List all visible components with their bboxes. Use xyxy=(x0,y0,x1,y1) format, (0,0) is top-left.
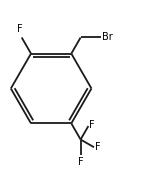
Text: F: F xyxy=(78,157,83,167)
Text: F: F xyxy=(95,142,100,152)
Text: F: F xyxy=(17,24,23,34)
Text: F: F xyxy=(89,119,95,130)
Text: Br: Br xyxy=(102,33,112,42)
